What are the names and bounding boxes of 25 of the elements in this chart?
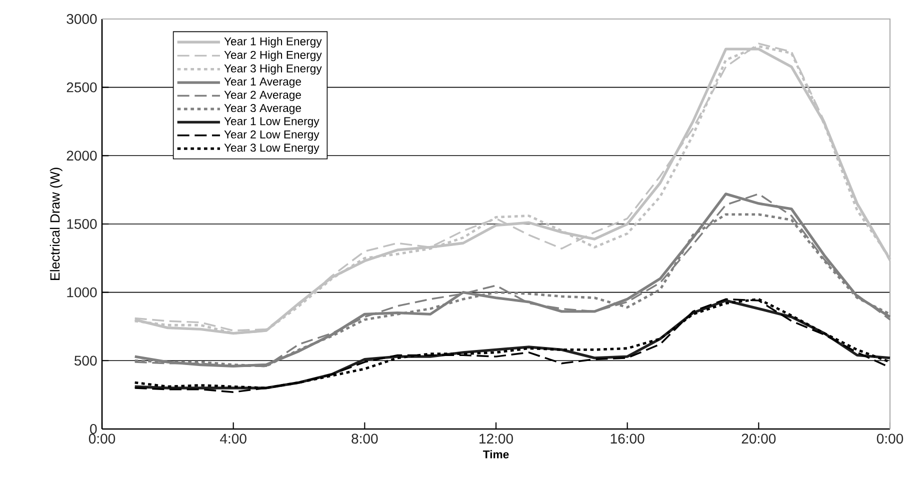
- y-tick-label: 2500: [66, 82, 97, 92]
- x-tick-label: 4:00: [220, 434, 246, 444]
- legend-label: Year 2 Average: [224, 90, 301, 102]
- x-tick-label: 0:00: [88, 434, 116, 444]
- y-tick-label: 0: [90, 424, 97, 434]
- legend-label: Year 1 Low Energy: [224, 117, 320, 128]
- x-axis-title: Time: [483, 450, 509, 458]
- y-tick-label: 1500: [67, 219, 97, 229]
- y-tick-label: 1000: [67, 287, 97, 298]
- legend-label: Year 2 High Energy: [224, 50, 322, 62]
- x-tick-label: 12:00: [480, 434, 513, 444]
- x-tick-label: 16:00: [610, 434, 644, 444]
- legend-label: Year 3 Average: [224, 104, 301, 114]
- x-tick-label: 0:00: [876, 434, 904, 444]
- legend-label: Year 1 High Energy: [224, 37, 322, 48]
- legend-label: Year 3 Low Energy: [224, 144, 320, 154]
- y-axis-title: Electrical Draw (W): [50, 168, 62, 280]
- legend-label: Year 3 High Energy: [224, 64, 322, 75]
- x-tick-label: 20:00: [742, 434, 776, 444]
- legend-label: Year 2 Low Energy: [224, 130, 320, 141]
- x-tick-label: 8:00: [352, 434, 378, 444]
- legend-label: Year 1 Average: [224, 78, 301, 88]
- y-tick-label: 500: [74, 356, 97, 366]
- y-tick-label: 3000: [66, 14, 97, 24]
- y-tick-label: 2000: [66, 150, 97, 161]
